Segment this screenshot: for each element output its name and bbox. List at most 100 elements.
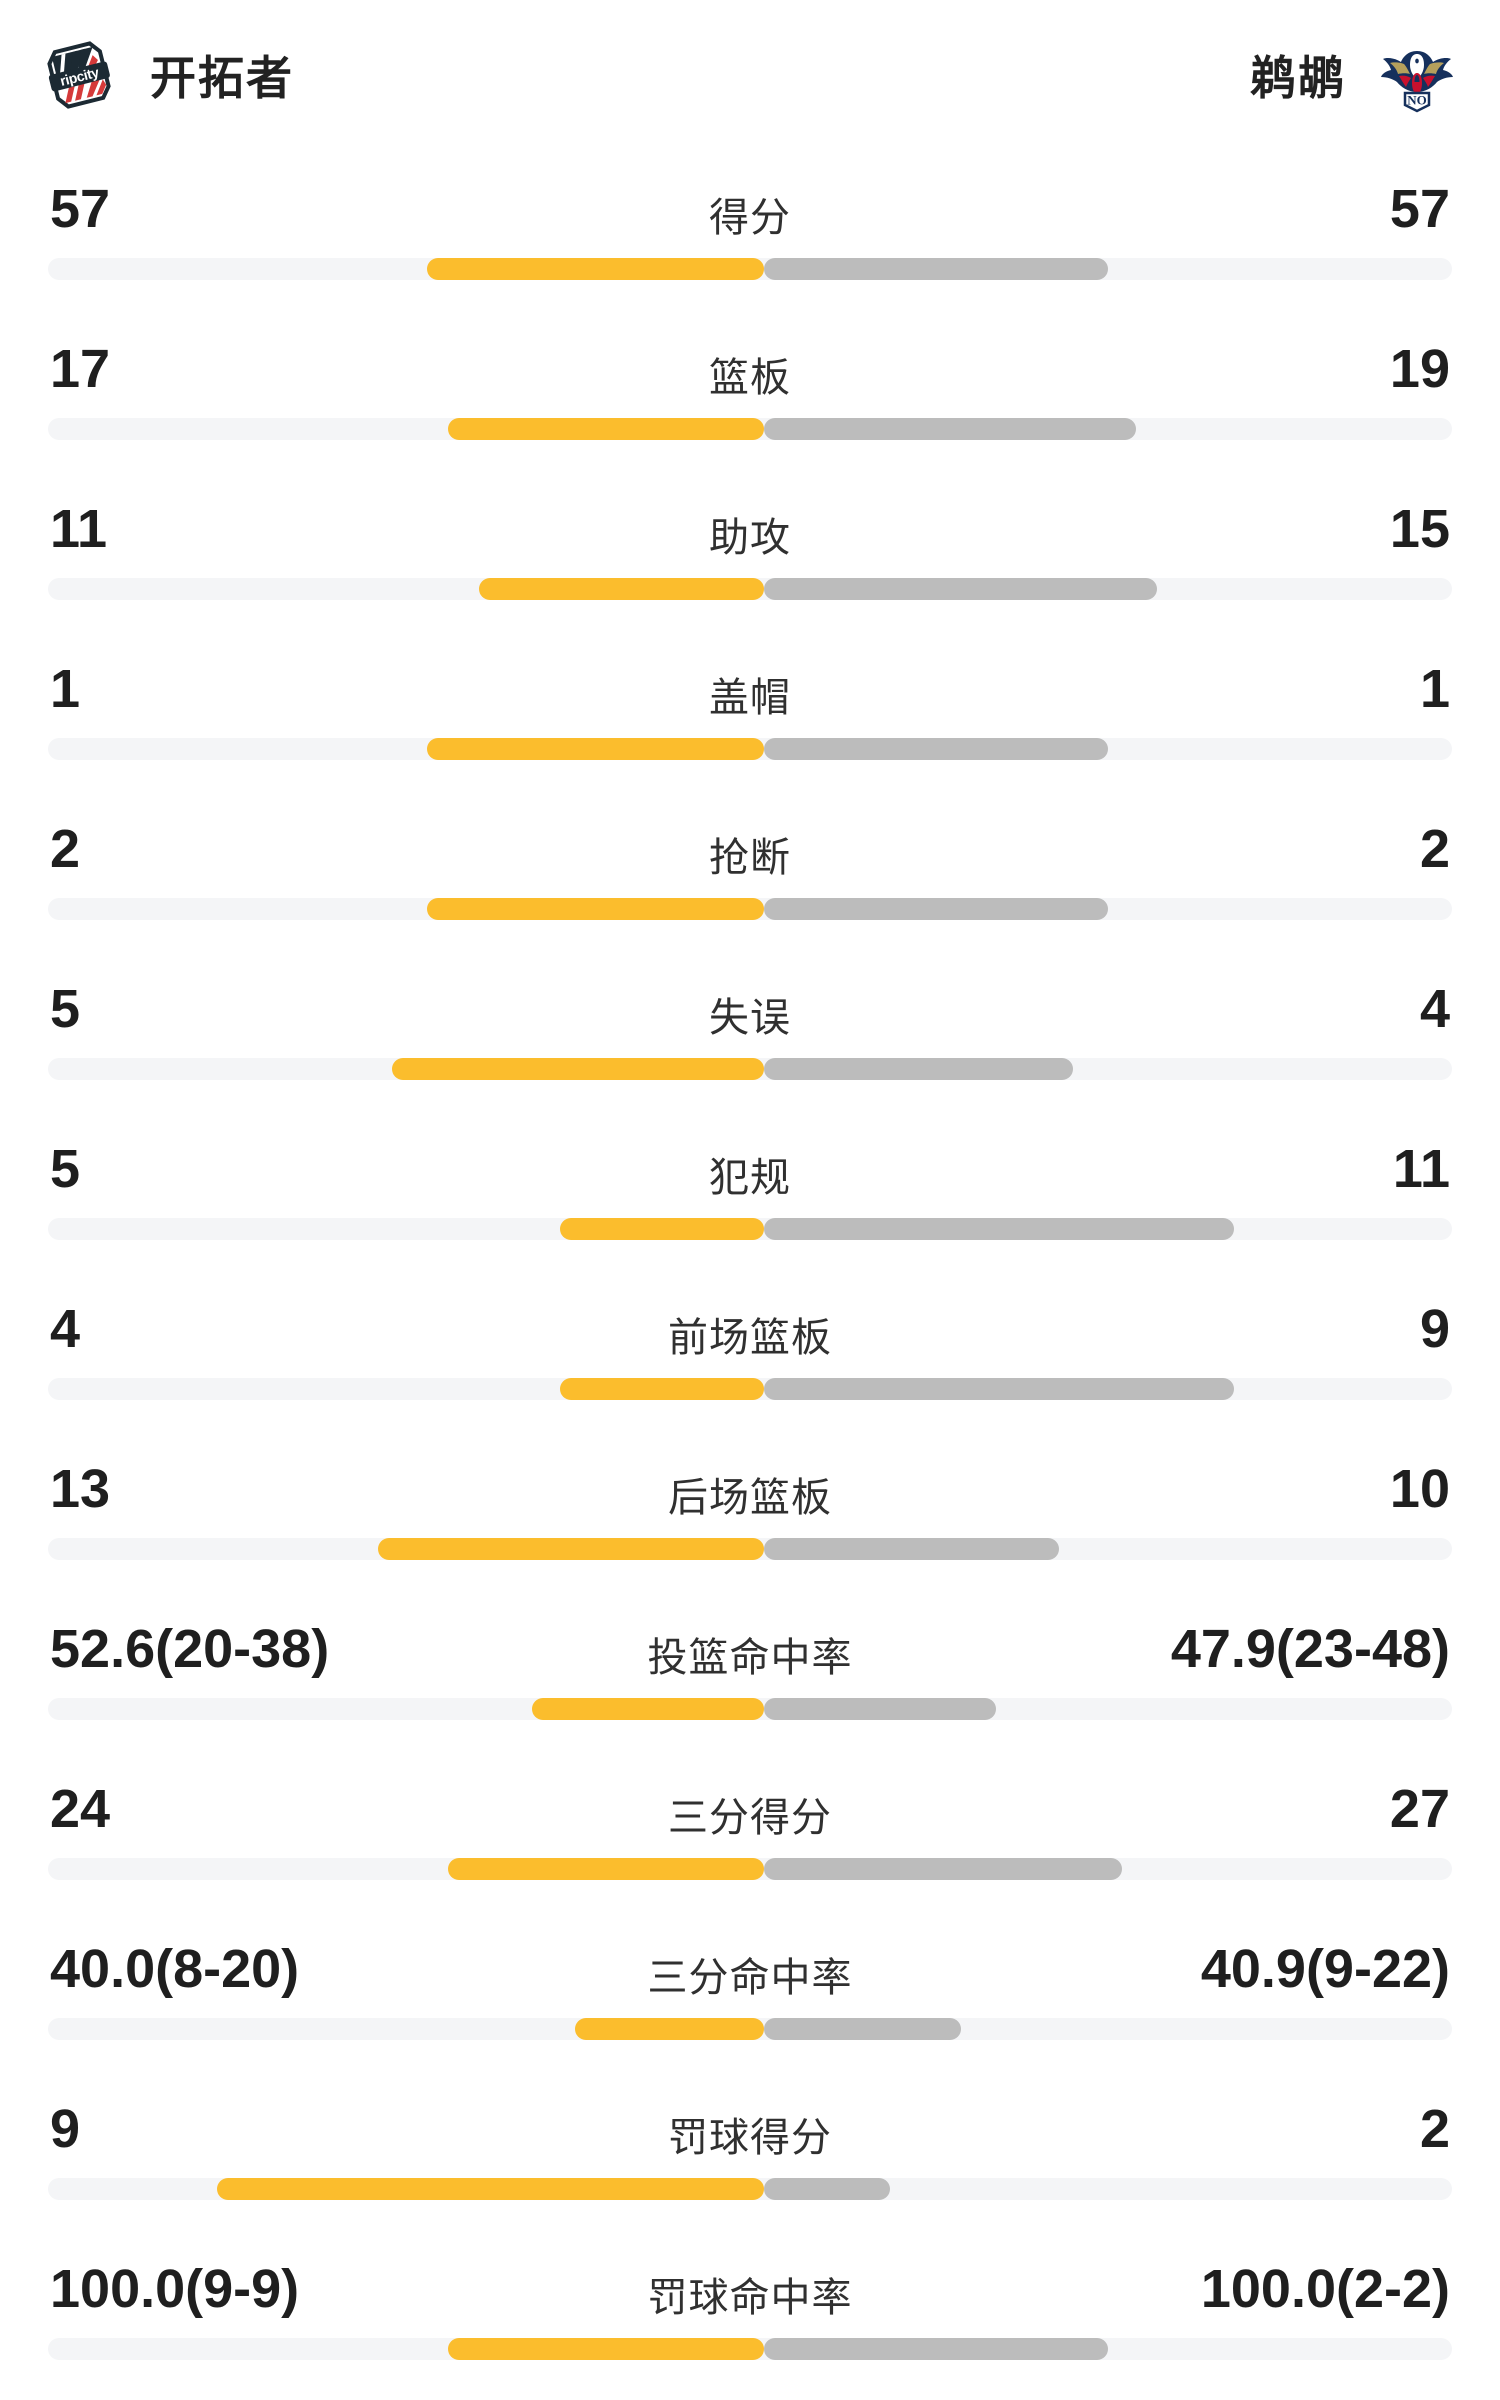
away-stat-bar xyxy=(764,418,1137,440)
stat-values: 13 10 xyxy=(48,1430,1452,1516)
away-stat-value: 10 xyxy=(1389,1459,1450,1519)
away-stat-bar xyxy=(764,1058,1073,1080)
away-stat-bar xyxy=(764,1698,996,1720)
stat-values: 5 4 xyxy=(48,950,1452,1036)
away-stat-bar xyxy=(764,258,1108,280)
home-stat-value: 24 xyxy=(50,1779,111,1839)
no-wordmark: NO xyxy=(1407,93,1427,108)
stat-label: 得分 xyxy=(709,196,791,240)
stat-bar-track xyxy=(48,1058,1452,1080)
away-stat-value: 11 xyxy=(1392,1139,1450,1199)
away-stat-value: 9 xyxy=(1419,1299,1450,1359)
away-stat-value: 27 xyxy=(1389,1779,1450,1839)
stat-label: 前场篮板 xyxy=(668,1316,832,1360)
home-stat-value: 57 xyxy=(50,179,111,239)
away-stat-value: 19 xyxy=(1389,339,1450,399)
stat-values: 57 57 xyxy=(48,150,1452,236)
home-stat-value: 9 xyxy=(50,2099,81,2159)
away-team: 鹈鹕 NO xyxy=(1250,34,1458,116)
home-stat-bar xyxy=(216,2178,765,2200)
away-stat-value: 40.9(9-22) xyxy=(1200,1939,1450,1999)
home-stat-value: 2 xyxy=(50,819,81,879)
stat-bar-track xyxy=(48,1538,1452,1560)
stat-bar-track xyxy=(48,2338,1452,2360)
stat-values: 24 27 xyxy=(48,1750,1452,1836)
stat-bar-track xyxy=(48,1218,1452,1240)
scoreboard-header: ripcity 开拓者 鹈鹕 xyxy=(0,0,1500,150)
stat-label: 助攻 xyxy=(709,516,791,560)
home-stat-bar xyxy=(392,1058,765,1080)
stat-values: 5 11 xyxy=(48,1110,1452,1196)
stat-row-9: 52.6(20-38) 47.9(23-48) 投篮命中率 xyxy=(48,1590,1452,1750)
stat-values: 9 2 xyxy=(48,2070,1452,2156)
away-stat-bar xyxy=(764,1378,1235,1400)
stat-values: 1 1 xyxy=(48,630,1452,716)
home-stat-bar xyxy=(427,258,765,280)
stat-bar-track xyxy=(48,1378,1452,1400)
home-stat-bar xyxy=(427,738,765,760)
stat-label: 犯规 xyxy=(709,1156,791,1200)
home-stat-value: 11 xyxy=(50,499,108,559)
home-stat-bar xyxy=(448,418,765,440)
stat-row-5: 5 4 失误 xyxy=(48,950,1452,1110)
home-stat-value: 100.0(9-9) xyxy=(50,2259,300,2319)
away-stat-value: 4 xyxy=(1419,979,1450,1039)
stat-row-1: 17 19 篮板 xyxy=(48,310,1452,470)
home-stat-bar xyxy=(574,2018,765,2040)
home-stat-value: 52.6(20-38) xyxy=(50,1619,330,1679)
stat-label: 抢断 xyxy=(709,836,791,880)
away-stat-bar xyxy=(764,738,1108,760)
pelicans-logo-icon: NO xyxy=(1376,34,1458,116)
stat-label: 罚球命中率 xyxy=(647,2276,853,2320)
home-stat-value: 1 xyxy=(50,659,81,719)
stat-bar-track xyxy=(48,898,1452,920)
stat-row-2: 11 15 助攻 xyxy=(48,470,1452,630)
stat-row-6: 5 11 犯规 xyxy=(48,1110,1452,1270)
stat-label: 篮板 xyxy=(709,356,791,400)
away-stat-value: 2 xyxy=(1419,2099,1450,2159)
home-stat-bar xyxy=(560,1218,765,1240)
stat-values: 4 9 xyxy=(48,1270,1452,1356)
stat-label: 三分得分 xyxy=(668,1796,832,1840)
home-stat-bar xyxy=(560,1378,765,1400)
away-stat-bar xyxy=(764,1538,1059,1560)
stat-bar-track xyxy=(48,2178,1452,2200)
home-stat-bar xyxy=(479,578,765,600)
stat-values: 52.6(20-38) 47.9(23-48) xyxy=(48,1590,1452,1676)
home-team: ripcity 开拓者 xyxy=(38,34,294,116)
home-stat-bar xyxy=(448,1858,765,1880)
stat-row-10: 24 27 三分得分 xyxy=(48,1750,1452,1910)
stat-label: 失误 xyxy=(709,996,791,1040)
home-stat-bar xyxy=(377,1538,765,1560)
team-stats-comparison-list: 57 57 得分 17 19 篮板 11 15 助攻 1 xyxy=(0,150,1500,2390)
stat-row-11: 40.0(8-20) 40.9(9-22) 三分命中率 xyxy=(48,1910,1452,2070)
stat-row-8: 13 10 后场篮板 xyxy=(48,1430,1452,1590)
stat-row-0: 57 57 得分 xyxy=(48,150,1452,310)
stat-values: 100.0(9-9) 100.0(2-2) xyxy=(48,2230,1452,2316)
away-team-name: 鹈鹕 xyxy=(1250,52,1346,104)
away-stat-bar xyxy=(764,1218,1235,1240)
stat-row-12: 9 2 罚球得分 xyxy=(48,2070,1452,2230)
stat-label: 三分命中率 xyxy=(647,1956,853,2000)
stat-row-4: 2 2 抢断 xyxy=(48,790,1452,950)
away-stat-bar xyxy=(764,578,1158,600)
away-stat-value: 57 xyxy=(1389,179,1450,239)
stat-bar-track xyxy=(48,1858,1452,1880)
stat-label: 后场篮板 xyxy=(668,1476,832,1520)
stat-bar-track xyxy=(48,258,1452,280)
home-stat-bar xyxy=(532,1698,765,1720)
stat-bar-track xyxy=(48,578,1452,600)
stat-bar-track xyxy=(48,738,1452,760)
away-stat-value: 1 xyxy=(1419,659,1450,719)
home-stat-value: 5 xyxy=(50,979,81,1039)
stat-row-3: 1 1 盖帽 xyxy=(48,630,1452,790)
stat-bar-track xyxy=(48,418,1452,440)
away-stat-bar xyxy=(764,2018,961,2040)
home-stat-value: 4 xyxy=(50,1299,81,1359)
home-stat-value: 13 xyxy=(50,1459,111,1519)
home-stat-bar xyxy=(448,2338,765,2360)
away-stat-bar xyxy=(764,1858,1123,1880)
stat-values: 40.0(8-20) 40.9(9-22) xyxy=(48,1910,1452,1996)
stat-values: 2 2 xyxy=(48,790,1452,876)
away-stat-bar xyxy=(764,898,1108,920)
